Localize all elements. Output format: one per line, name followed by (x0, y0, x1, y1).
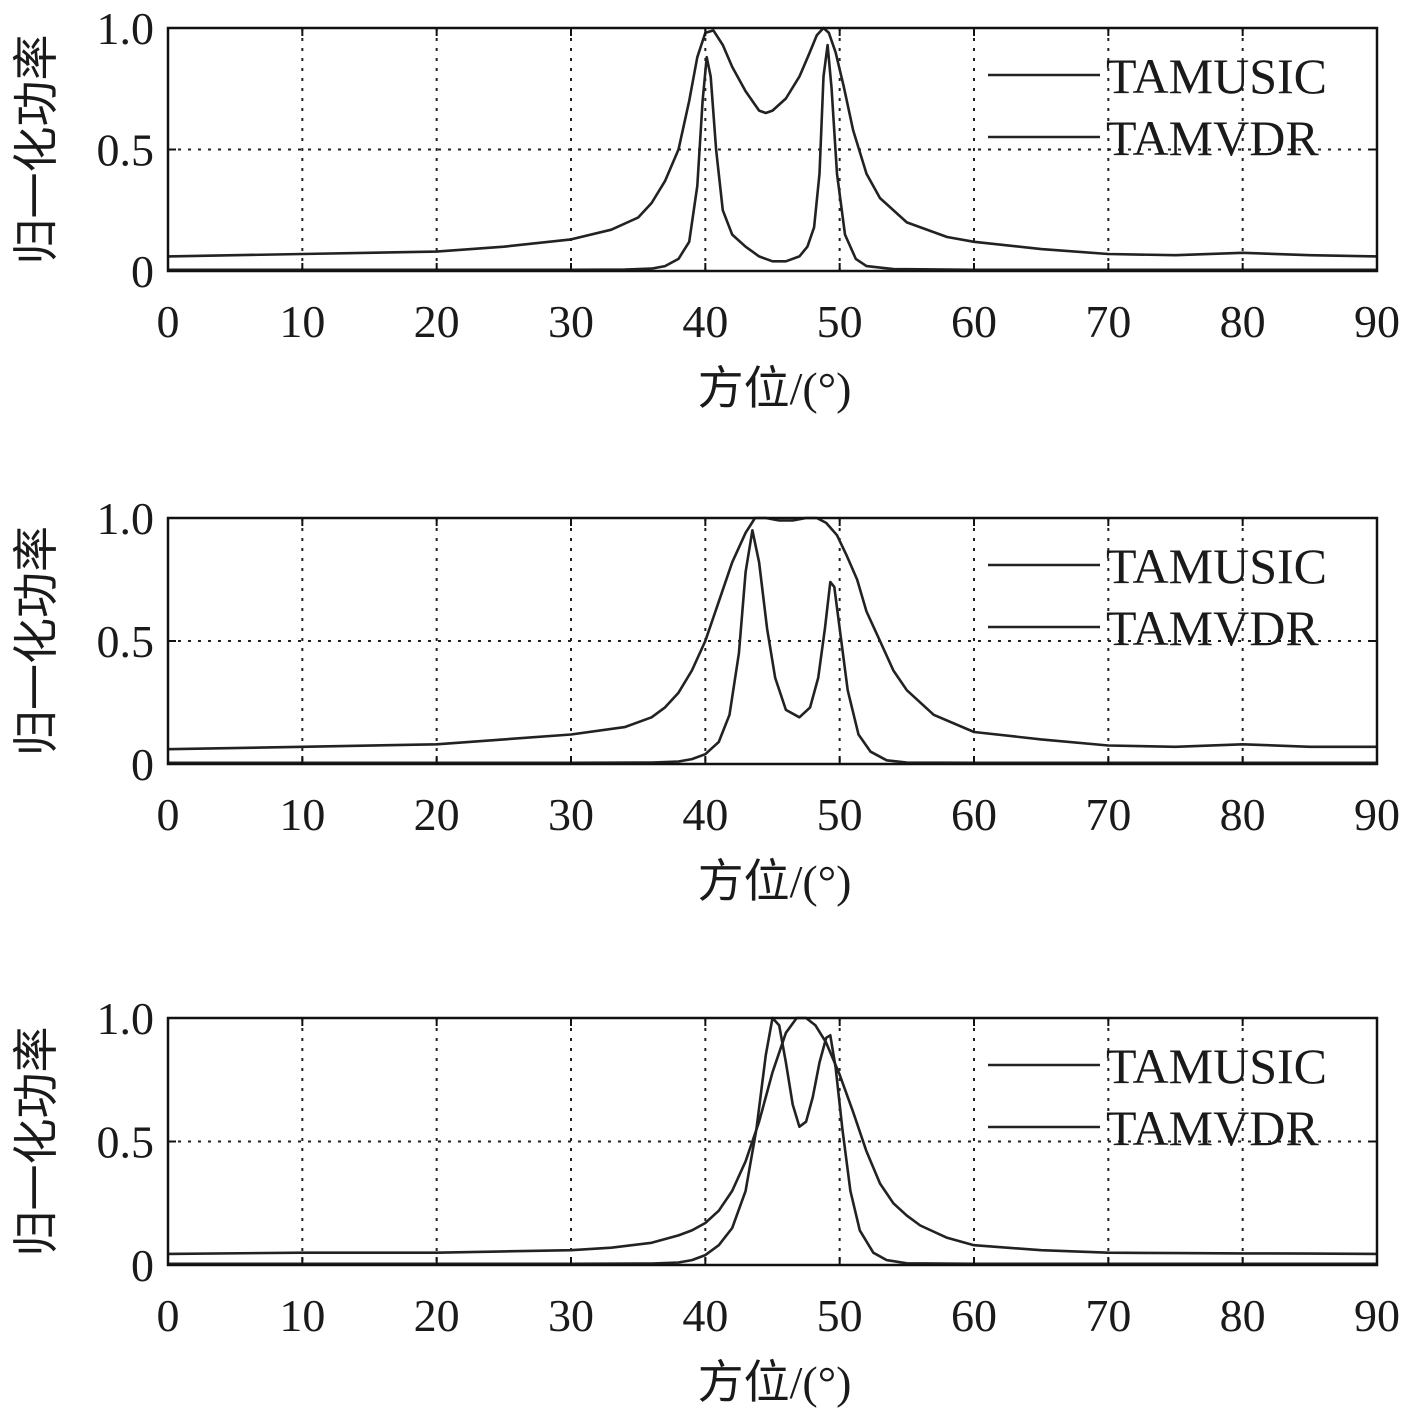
legend: TAMUSIC TAMVDR (988, 538, 1327, 656)
series-line-tamusic (168, 43, 1377, 272)
y-tick-label: 1.0 (97, 3, 155, 54)
series-line-tamusic (168, 1016, 1377, 1266)
legend-label-tamvdr: TAMVDR (1106, 1100, 1319, 1156)
x-tick-label: 10 (279, 1290, 325, 1341)
x-tick-label: 20 (414, 296, 460, 347)
chart-panel-2: 0 10 20 30 40 50 60 70 80 90 0 0.5 1.0 方位/(°) 归一化功率 TAM… (11, 493, 1400, 907)
y-axis-label: 归一化功率 (11, 1027, 62, 1257)
x-tick-label: 70 (1085, 296, 1131, 347)
x-axis-label: 方位/(°) (698, 363, 852, 414)
legend-label-tamvdr: TAMVDR (1106, 600, 1319, 656)
x-tick-label: 90 (1354, 1290, 1400, 1341)
x-tick-label: 90 (1354, 789, 1400, 840)
x-tick-label: 30 (548, 296, 594, 347)
x-tick-label: 60 (951, 789, 997, 840)
y-tick-label: 1.0 (97, 493, 155, 544)
x-tick-label: 50 (817, 789, 863, 840)
x-tick-label: 50 (817, 296, 863, 347)
x-tick-label: 60 (951, 1290, 997, 1341)
legend: TAMUSIC TAMVDR (988, 48, 1327, 166)
legend-label-tamusic: TAMUSIC (1106, 538, 1327, 594)
chart-panel-3: 0 10 20 30 40 50 60 70 80 90 0 0.5 1.0 方位/(°) 归一化功率 TAM… (11, 993, 1400, 1408)
chart-panel-1: 0 10 20 30 40 50 60 70 80 90 0 0.5 1.0 方位/(°) 归一化功率 TAM… (11, 3, 1400, 414)
x-tick-label: 40 (682, 1290, 728, 1341)
y-tick-label: 0.5 (97, 125, 155, 176)
x-axis-label: 方位/(°) (698, 856, 852, 907)
series-line-tamvdr (167, 26, 1378, 258)
y-tick-label: 0 (131, 1240, 154, 1291)
x-tick-label: 40 (682, 789, 728, 840)
x-tick-label: 80 (1220, 296, 1266, 347)
x-tick-label: 20 (414, 1290, 460, 1341)
x-tick-label: 50 (817, 1290, 863, 1341)
x-axis-label: 方位/(°) (698, 1357, 852, 1408)
x-tick-label: 10 (279, 789, 325, 840)
x-tick-label: 10 (279, 296, 325, 347)
y-tick-label: 1.0 (97, 993, 155, 1044)
x-tick-label: 70 (1085, 1290, 1131, 1341)
x-tick-label: 20 (414, 789, 460, 840)
x-tick-label: 60 (951, 296, 997, 347)
y-axis-label: 归一化功率 (11, 35, 62, 265)
y-tick-label: 0.5 (97, 616, 155, 667)
x-tick-label: 80 (1220, 789, 1266, 840)
y-axis-label: 归一化功率 (11, 526, 62, 756)
x-tick-label: 0 (157, 1290, 180, 1341)
y-tick-label: 0.5 (97, 1117, 155, 1168)
x-tick-label: 90 (1354, 296, 1400, 347)
x-tick-label: 30 (548, 789, 594, 840)
x-tick-label: 40 (682, 296, 728, 347)
legend: TAMUSIC TAMVDR (988, 1038, 1327, 1156)
x-tick-label: 30 (548, 1290, 594, 1341)
y-tick-label: 0 (131, 246, 154, 297)
legend-label-tamusic: TAMUSIC (1106, 48, 1327, 104)
x-tick-label: 0 (157, 296, 180, 347)
legend-label-tamvdr: TAMVDR (1106, 110, 1319, 166)
x-tick-label: 80 (1220, 1290, 1266, 1341)
series-line-tamusic (168, 529, 1377, 765)
x-tick-label: 70 (1085, 789, 1131, 840)
y-tick-label: 0 (131, 739, 154, 790)
x-tick-label: 0 (157, 789, 180, 840)
legend-label-tamusic: TAMUSIC (1106, 1038, 1327, 1094)
